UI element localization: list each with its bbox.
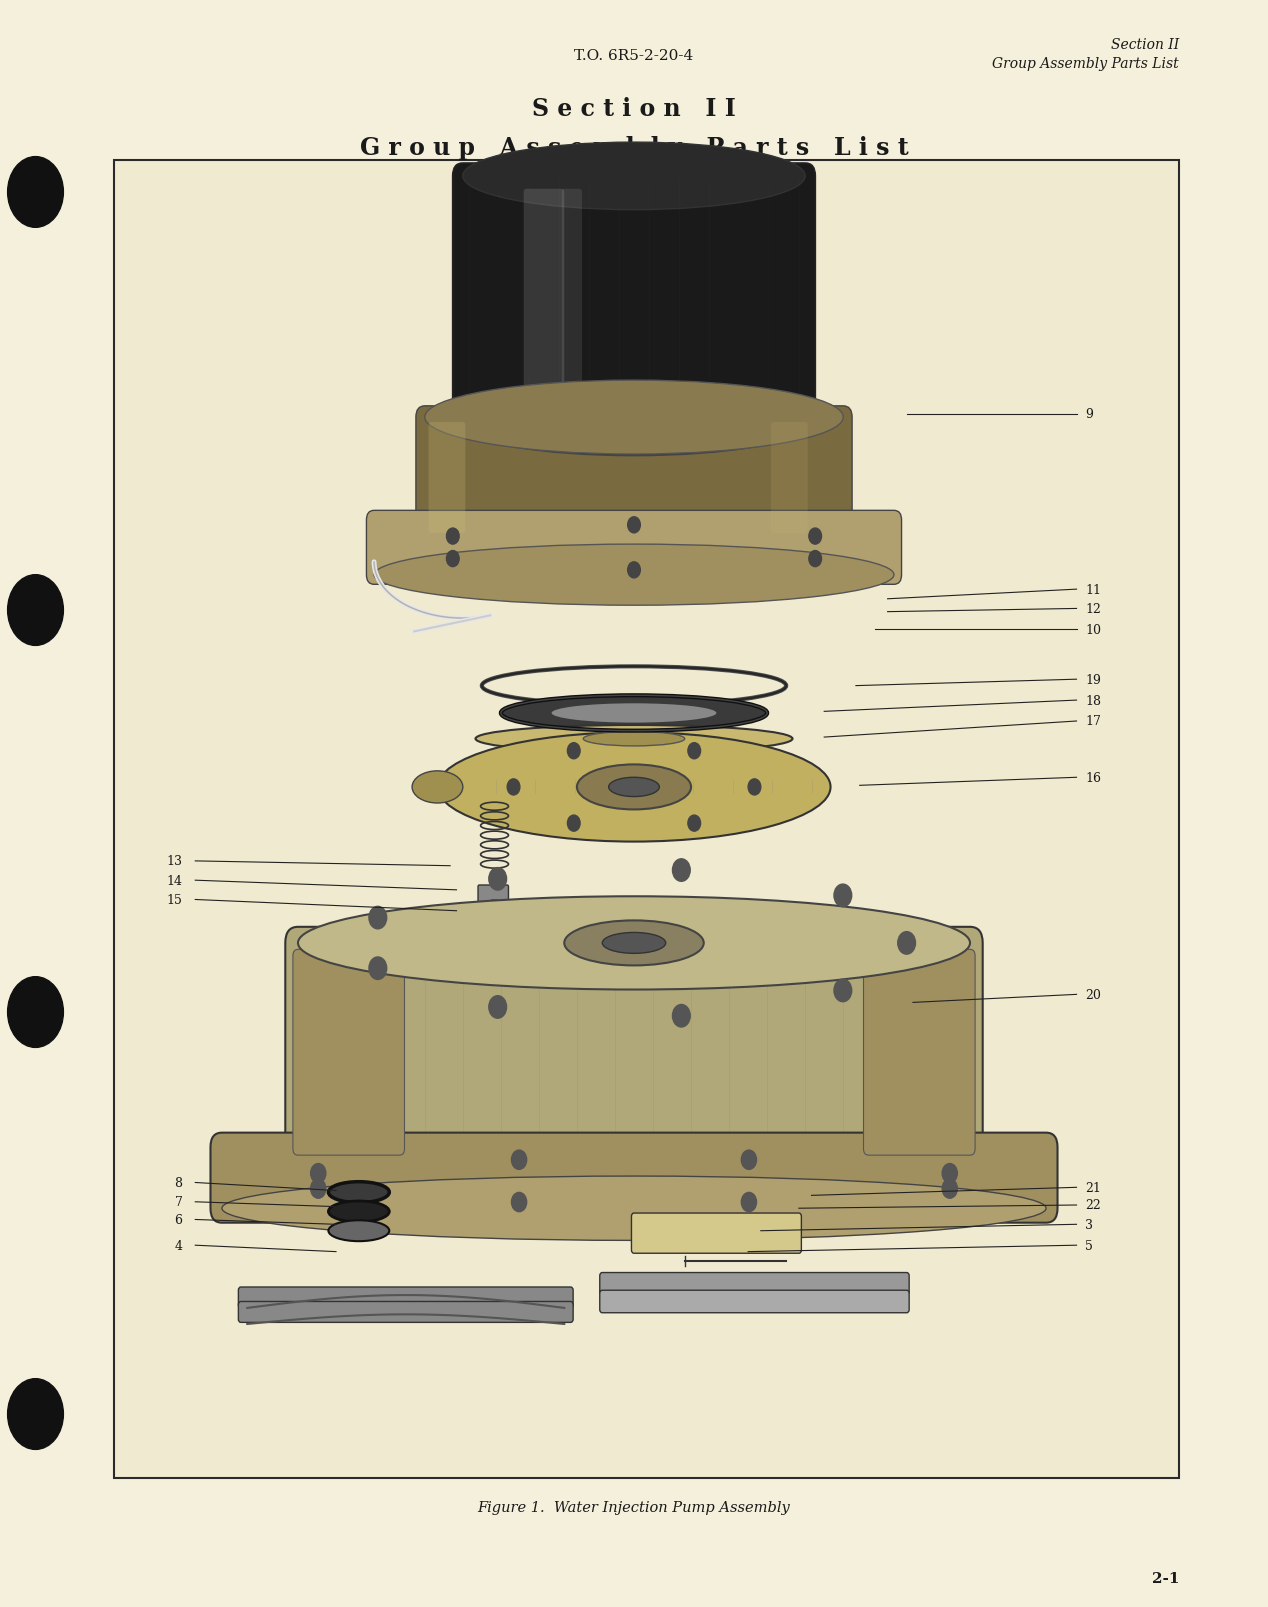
Text: 11: 11 [1085, 583, 1102, 596]
FancyBboxPatch shape [524, 190, 564, 413]
Ellipse shape [437, 733, 831, 842]
Ellipse shape [564, 921, 704, 966]
FancyBboxPatch shape [562, 190, 582, 413]
Circle shape [742, 1192, 757, 1212]
Text: 15: 15 [166, 893, 183, 906]
FancyBboxPatch shape [478, 885, 508, 905]
FancyBboxPatch shape [864, 950, 975, 1155]
Ellipse shape [328, 1221, 389, 1241]
Text: 17: 17 [1085, 715, 1102, 728]
FancyBboxPatch shape [600, 1290, 909, 1313]
Ellipse shape [463, 395, 805, 456]
Text: Section II: Section II [1111, 39, 1179, 51]
Ellipse shape [298, 897, 970, 990]
Text: 10: 10 [1085, 624, 1102, 636]
Circle shape [311, 1180, 326, 1199]
Text: 12: 12 [1085, 603, 1102, 615]
Circle shape [488, 996, 506, 1019]
Text: 18: 18 [1085, 694, 1102, 707]
Bar [491, 900, 497, 919]
Circle shape [369, 958, 387, 980]
Circle shape [809, 529, 822, 545]
FancyBboxPatch shape [293, 950, 404, 1155]
Circle shape [942, 1163, 957, 1183]
Circle shape [8, 157, 63, 228]
Text: 8: 8 [175, 1176, 183, 1189]
Text: 7: 7 [175, 1196, 183, 1208]
Ellipse shape [374, 545, 894, 606]
FancyBboxPatch shape [429, 423, 465, 534]
Circle shape [942, 1180, 957, 1199]
Text: G r o u p   A s s e m b l y   P a r t s   L i s t: G r o u p A s s e m b l y P a r t s L i … [360, 137, 908, 159]
Ellipse shape [222, 1176, 1046, 1241]
FancyBboxPatch shape [631, 1213, 801, 1253]
FancyBboxPatch shape [238, 1302, 573, 1323]
FancyBboxPatch shape [210, 1133, 1058, 1223]
Circle shape [628, 517, 640, 534]
Ellipse shape [328, 1181, 389, 1202]
Circle shape [511, 1192, 526, 1212]
Text: 5: 5 [1085, 1239, 1093, 1252]
Circle shape [8, 977, 63, 1048]
Circle shape [567, 742, 581, 759]
Ellipse shape [609, 778, 659, 797]
Circle shape [809, 551, 822, 567]
Circle shape [311, 1163, 326, 1183]
Circle shape [687, 816, 701, 832]
Ellipse shape [577, 765, 691, 810]
Circle shape [742, 1151, 757, 1170]
Circle shape [8, 1379, 63, 1450]
Text: 16: 16 [1085, 771, 1102, 784]
Circle shape [628, 562, 640, 579]
Ellipse shape [476, 725, 792, 752]
Text: 19: 19 [1085, 673, 1102, 686]
Text: 22: 22 [1085, 1199, 1101, 1212]
Circle shape [446, 551, 459, 567]
FancyBboxPatch shape [453, 164, 815, 439]
Text: 6: 6 [175, 1213, 183, 1226]
Circle shape [748, 779, 761, 795]
FancyBboxPatch shape [416, 407, 852, 545]
Text: 13: 13 [166, 855, 183, 868]
Circle shape [446, 529, 459, 545]
Text: S e c t i o n   I I: S e c t i o n I I [533, 98, 735, 121]
Text: 14: 14 [166, 874, 183, 887]
Circle shape [898, 932, 915, 955]
FancyBboxPatch shape [771, 423, 808, 534]
Ellipse shape [602, 932, 666, 955]
Ellipse shape [552, 704, 716, 723]
Circle shape [369, 906, 387, 929]
Text: 21: 21 [1085, 1181, 1102, 1194]
Circle shape [489, 868, 507, 890]
Ellipse shape [328, 1202, 389, 1221]
Circle shape [672, 860, 690, 882]
Ellipse shape [412, 771, 463, 804]
Circle shape [834, 980, 852, 1003]
FancyBboxPatch shape [285, 927, 983, 1176]
Circle shape [507, 779, 520, 795]
Text: 3: 3 [1085, 1218, 1093, 1231]
Ellipse shape [463, 143, 805, 211]
Text: 20: 20 [1085, 988, 1102, 1001]
Text: 9: 9 [1085, 408, 1093, 421]
Text: Group Assembly Parts List: Group Assembly Parts List [993, 58, 1179, 71]
Text: 4: 4 [175, 1239, 183, 1252]
Circle shape [672, 1004, 690, 1027]
FancyBboxPatch shape [366, 511, 902, 585]
Bar [114, 161, 1179, 1478]
Circle shape [567, 816, 581, 832]
FancyBboxPatch shape [238, 1287, 573, 1308]
Text: Figure 1.  Water Injection Pump Assembly: Figure 1. Water Injection Pump Assembly [478, 1501, 790, 1514]
Text: 2-1: 2-1 [1151, 1572, 1179, 1585]
Ellipse shape [425, 381, 843, 455]
Circle shape [8, 575, 63, 646]
Circle shape [687, 742, 701, 759]
Circle shape [834, 884, 852, 906]
Text: T.O. 6R5-2-20-4: T.O. 6R5-2-20-4 [574, 50, 694, 63]
Circle shape [511, 1151, 526, 1170]
FancyBboxPatch shape [600, 1273, 909, 1295]
Ellipse shape [583, 733, 685, 746]
Ellipse shape [501, 696, 767, 731]
